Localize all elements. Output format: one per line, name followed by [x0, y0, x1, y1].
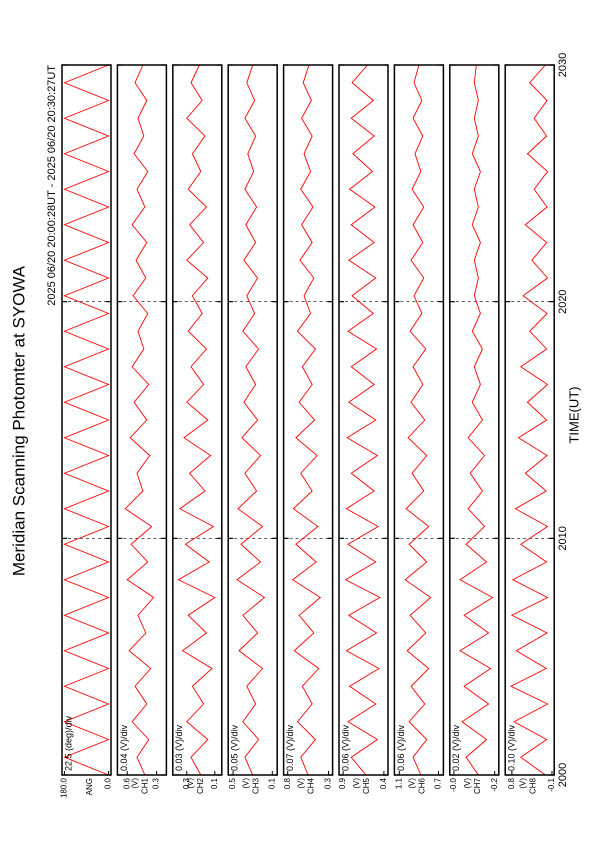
data-line: [404, 64, 432, 776]
chart-title: Meridian Scanning Photomter at SYOWA: [9, 265, 28, 576]
data-line: [124, 64, 155, 776]
y-tick-label: 0.5: [228, 777, 237, 789]
panel-scale: 0.04 (V)/div: [119, 724, 129, 771]
chart-subtitle: 2025 06/20 20:00:28UT - 2025 06/20 20:30…: [46, 65, 58, 306]
x-tick-label: 2030: [557, 53, 569, 77]
y-axis-label: (V): [408, 778, 417, 789]
y-tick-label: 0.1: [267, 777, 276, 789]
panel-scale: 0.06 (V)/div: [340, 724, 350, 771]
panel-name: CH3: [251, 777, 260, 794]
panel-frame: [449, 64, 500, 776]
panel-scale: 0.03 (V)/div: [174, 724, 184, 771]
panel-scale: 22.5 (deg)/div: [63, 715, 73, 771]
y-tick-label: 0.8: [283, 777, 292, 789]
panel-name: CH6: [418, 777, 427, 794]
panel-name: ANG: [85, 778, 94, 795]
data-line: [291, 64, 322, 776]
y-tick-label: 0.6: [122, 777, 131, 789]
panel-name: CH4: [307, 777, 316, 794]
panel-frame: [172, 64, 223, 776]
y-tick-label: 0.8: [507, 777, 516, 789]
panel-scale: 0.07 (V)/div: [285, 724, 295, 771]
x-tick-label: 2020: [557, 289, 569, 313]
y-tick-label: 0.9: [338, 777, 347, 789]
panel-frame: [338, 64, 389, 776]
y-tick-label: -0.1: [547, 777, 556, 791]
y-tick-label: -0.0: [449, 777, 458, 791]
panel-frame: [282, 64, 334, 776]
panel-name: CH5: [362, 777, 371, 794]
panel-scale: 0.10 (V)/div: [507, 724, 517, 771]
y-tick-label: 0.7: [434, 777, 443, 789]
y-tick-label: 0.3: [324, 777, 333, 789]
y-axis-label: (V): [518, 778, 527, 789]
panel-name: CH8: [528, 777, 537, 794]
y-axis-label: (V): [186, 778, 195, 789]
y-tick-label: 180.0: [60, 777, 69, 798]
data-line: [236, 64, 266, 776]
panel-scale: 0.02 (V)/div: [451, 724, 461, 771]
panel-frame: [61, 64, 112, 776]
data-line: [63, 64, 110, 776]
y-tick-label: 0.3: [152, 777, 161, 789]
y-tick-label: 0.3: [182, 777, 191, 789]
panel-frame: [393, 64, 445, 776]
y-tick-label: 1.1: [394, 777, 403, 789]
y-axis-label: (V): [131, 778, 140, 789]
data-line: [509, 64, 549, 776]
y-axis-label: (V): [352, 778, 361, 789]
data-line: [177, 64, 216, 776]
y-axis-label: (V): [297, 778, 306, 789]
x-tick-label: 2000: [557, 763, 569, 787]
panel-frame: [504, 64, 555, 776]
y-axis-label: (V): [463, 778, 472, 789]
y-axis-label: (V): [241, 778, 250, 789]
panel-name: CH2: [196, 777, 205, 794]
y-tick-label: 0.0: [104, 777, 113, 789]
y-tick-label: 0.4: [379, 777, 388, 789]
panel-frame: [227, 64, 278, 776]
panel-scale: 0.06 (V)/div: [396, 724, 406, 771]
x-tick-label: 2010: [557, 526, 569, 550]
data-line: [344, 64, 381, 776]
x-axis-label: TIME(UT): [566, 386, 581, 443]
panel-frame: [116, 64, 168, 776]
y-tick-label: -0.2: [490, 777, 499, 791]
panel-name: CH1: [141, 777, 150, 794]
panel-scale: 0.05 (V)/div: [230, 724, 240, 771]
y-tick-label: 0.1: [210, 777, 219, 789]
rotated-plot: Meridian Scanning Photomter at SYOWA 202…: [9, 53, 581, 798]
panel-name: CH7: [473, 777, 482, 794]
data-line: [459, 64, 494, 776]
